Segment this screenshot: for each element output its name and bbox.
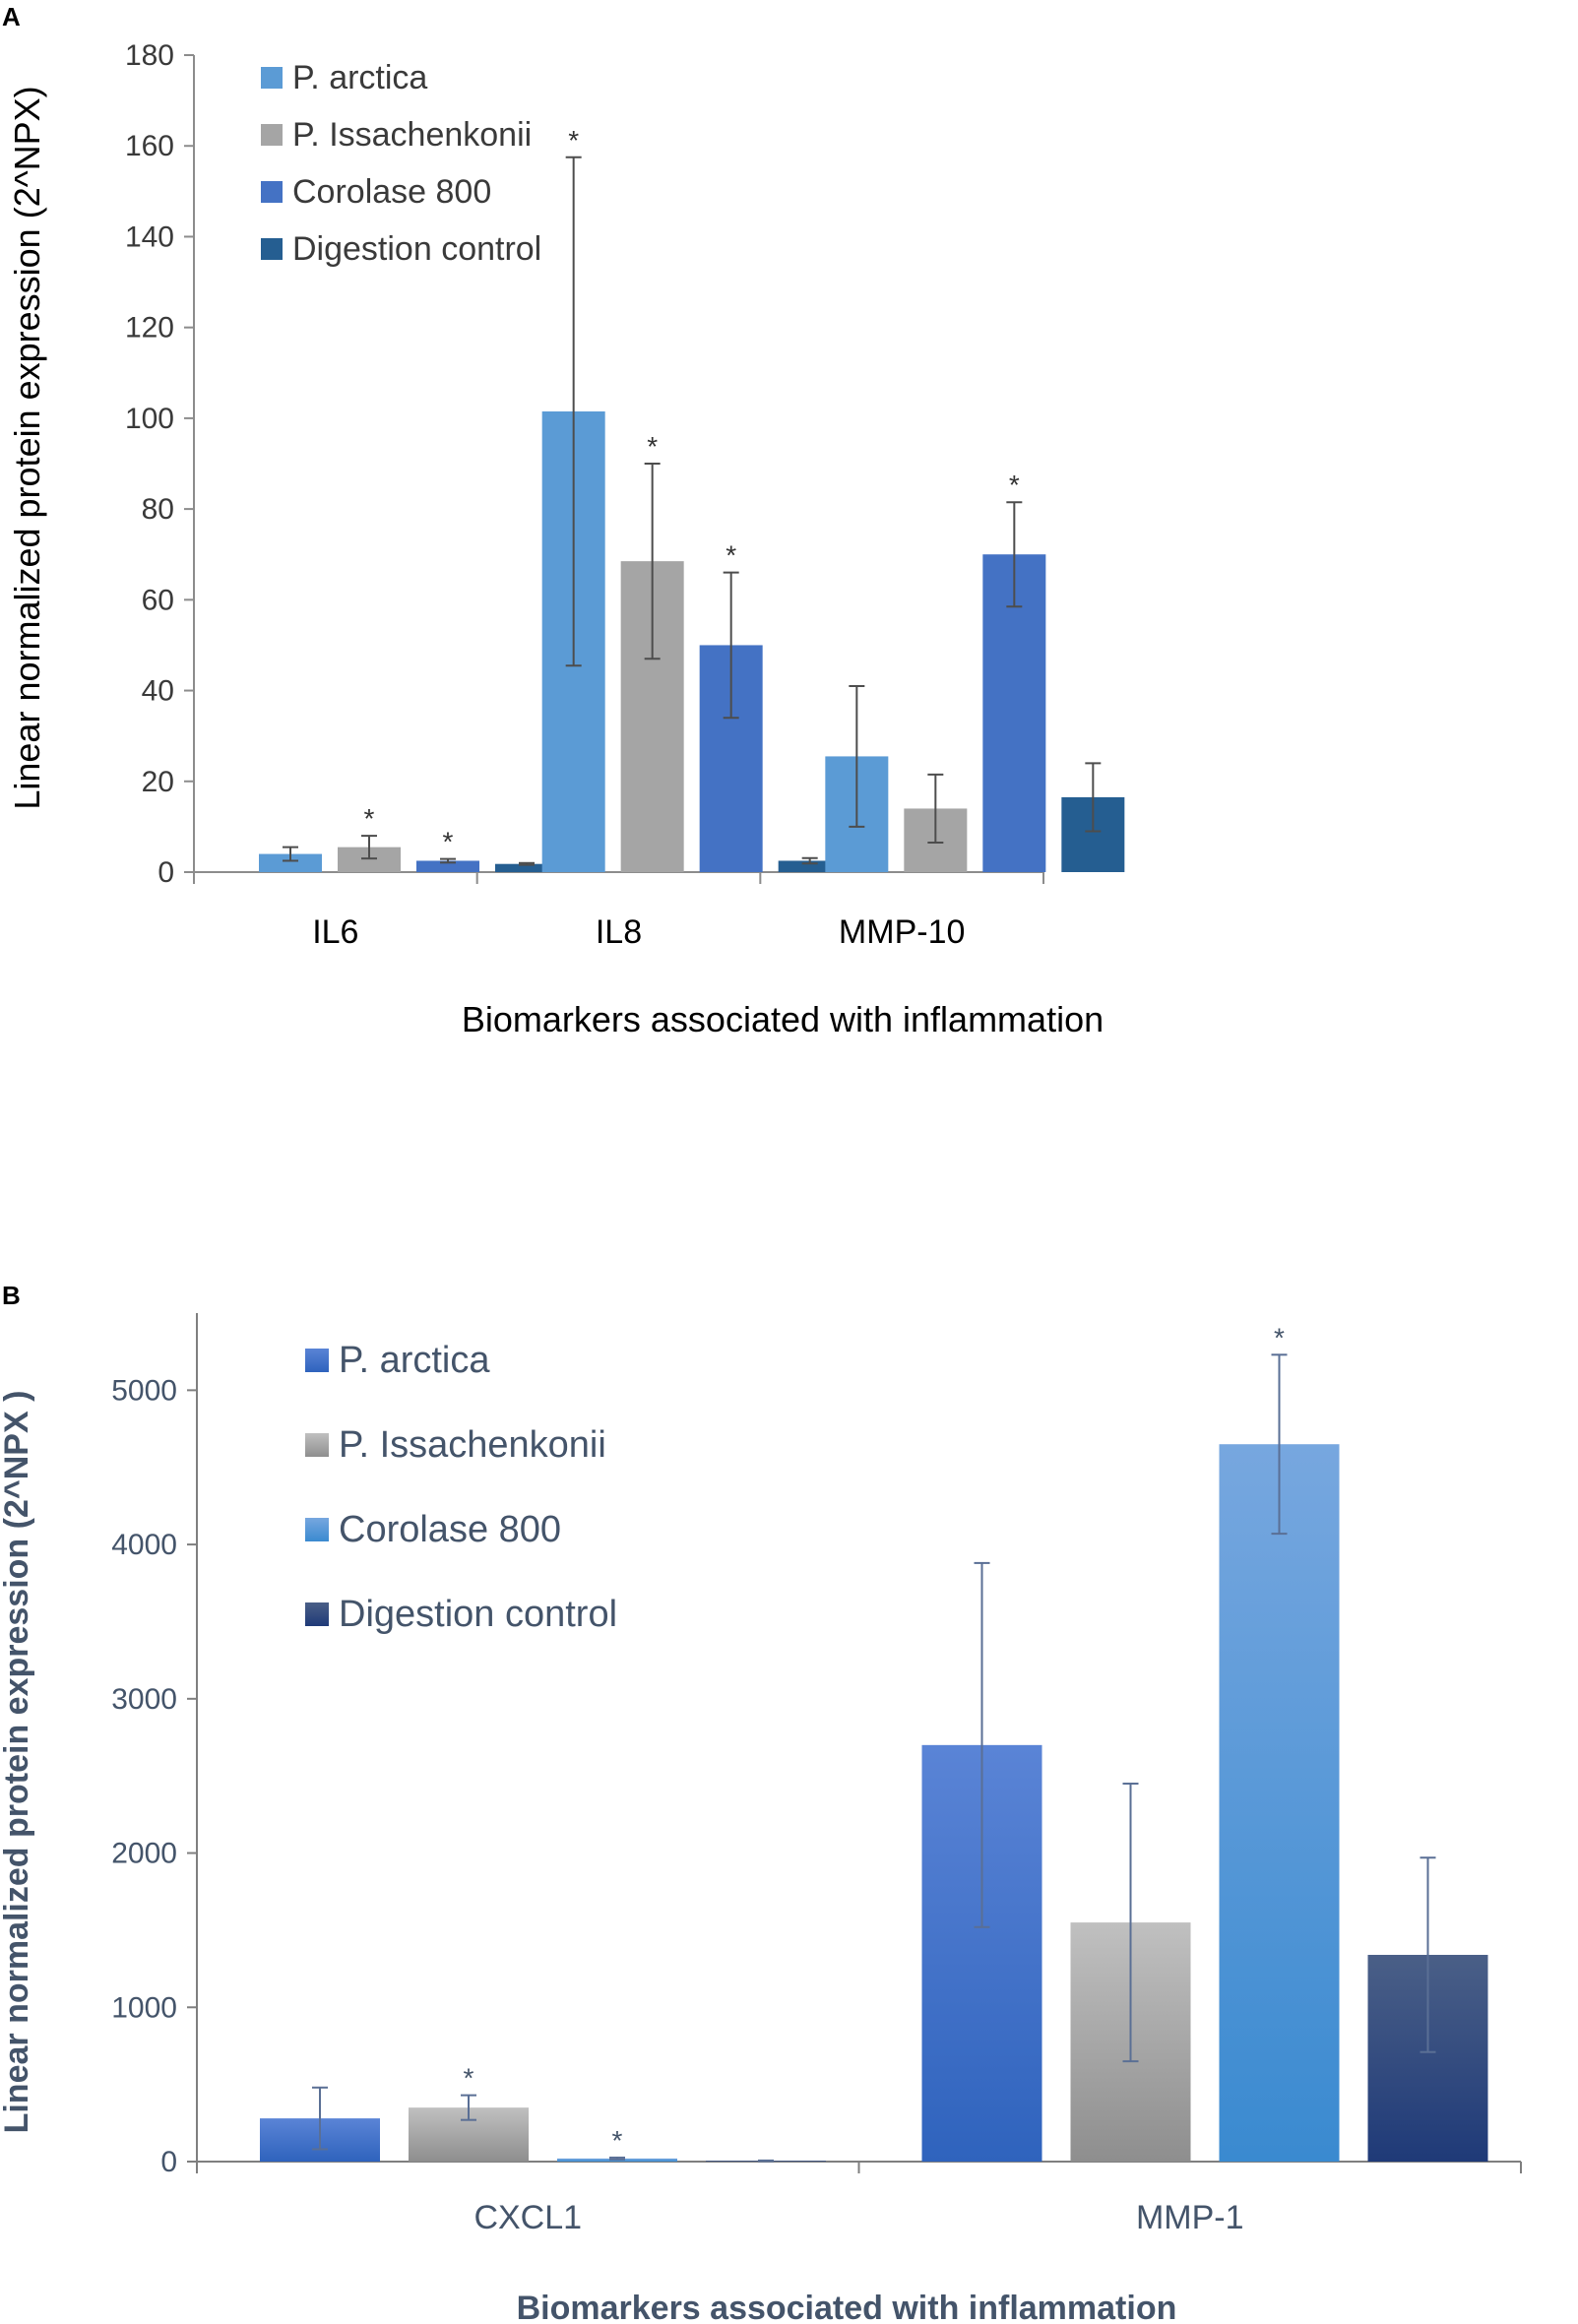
panel-a-x-axis-title: Biomarkers associated with inflammation: [462, 999, 1104, 1039]
legend-label: P. arctica: [292, 59, 427, 96]
significance-star: *: [443, 827, 454, 857]
significance-star: *: [364, 803, 375, 834]
significance-star: *: [612, 2125, 623, 2156]
category-label: MMP-10: [839, 913, 965, 951]
panel-a: A Linear normalized protein expression (…: [2, 2, 1125, 1039]
legend-swatch: [305, 1602, 329, 1626]
y-tick-label: 160: [125, 130, 174, 162]
panel-a-letter: A: [2, 2, 21, 31]
y-tick-label: 120: [125, 312, 174, 345]
y-tick-label: 5000: [111, 1374, 177, 1407]
panel-b-legend: P. arctica P. Issachenkonii Corolase 800 Di…: [305, 1340, 617, 1635]
legend-swatch: [305, 1349, 329, 1372]
bar-il6-2: [416, 860, 479, 872]
panel-b-categories: CXCL1 MMP-1: [473, 2199, 1243, 2236]
y-tick-label: 0: [158, 856, 174, 889]
y-tick-label: 140: [125, 220, 174, 253]
panel-a-legend: P. arctica P. Issachenkonii Corolase 800 Di…: [261, 59, 541, 268]
significance-star: *: [1274, 1322, 1285, 1352]
panel-a-bars: * * * * * *: [259, 125, 1125, 872]
significance-star: *: [464, 2063, 474, 2094]
panel-b-x-axis-title: Biomarkers associated with inflammation: [517, 2290, 1177, 2324]
y-tick-label: 100: [125, 403, 174, 435]
y-tick-label: 3000: [111, 1683, 177, 1716]
bar-mmp-1-2: [1219, 1444, 1340, 2162]
significance-star: *: [568, 125, 579, 156]
y-tick-label: 4000: [111, 1529, 177, 1561]
legend-label: Corolase 800: [292, 173, 491, 211]
y-tick-label: 2000: [111, 1838, 177, 1870]
panel-b: B Linear normalized protein expression (…: [0, 1281, 1522, 2324]
panel-a-categories: IL6 IL8 MMP-10: [312, 913, 965, 951]
category-label: CXCL1: [473, 2199, 582, 2236]
significance-star: *: [726, 540, 736, 571]
legend-swatch: [305, 1433, 329, 1457]
legend-swatch: [261, 181, 283, 203]
y-tick-label: 40: [142, 675, 174, 708]
panel-b-letter: B: [2, 1281, 21, 1310]
y-tick-label: 60: [142, 584, 174, 616]
y-tick-label: 180: [125, 39, 174, 72]
y-tick-label: 20: [142, 766, 174, 798]
panel-b-bars: * * *: [260, 1322, 1488, 2163]
panel-b-y-axis-title: Linear normalized protein expression (2^…: [0, 1391, 35, 2134]
significance-star: *: [647, 431, 658, 462]
bar-il8-3: [778, 860, 842, 872]
legend-swatch: [261, 67, 283, 89]
legend-swatch: [261, 124, 283, 146]
legend-label: P. Issachenkonii: [339, 1424, 606, 1466]
significance-star: *: [1009, 470, 1020, 500]
legend-swatch: [305, 1518, 329, 1541]
panel-a-y-axis: 0 20 40 60 80 100 120 140 160 180: [125, 39, 194, 889]
y-tick-label: 0: [160, 2146, 177, 2178]
category-label: IL6: [312, 913, 358, 951]
category-label: IL8: [596, 913, 642, 951]
legend-label: Corolase 800: [339, 1509, 561, 1550]
legend-label: P. Issachenkonii: [292, 116, 532, 154]
legend-label: Digestion control: [339, 1594, 617, 1635]
y-tick-label: 80: [142, 493, 174, 526]
legend-label: P. arctica: [339, 1340, 490, 1381]
legend-label: Digestion control: [292, 230, 541, 268]
bar-il6-0: [259, 853, 322, 872]
panel-b-y-axis: 0 1000 2000 3000 4000 5000: [111, 1374, 197, 2178]
panel-a-axes: [193, 55, 1044, 884]
panel-a-y-axis-title: Linear normalized protein expression (2^…: [7, 86, 47, 809]
y-tick-label: 1000: [111, 1991, 177, 2024]
category-label: MMP-1: [1136, 2199, 1244, 2236]
legend-swatch: [261, 238, 283, 260]
bar-il6-3: [495, 863, 558, 872]
